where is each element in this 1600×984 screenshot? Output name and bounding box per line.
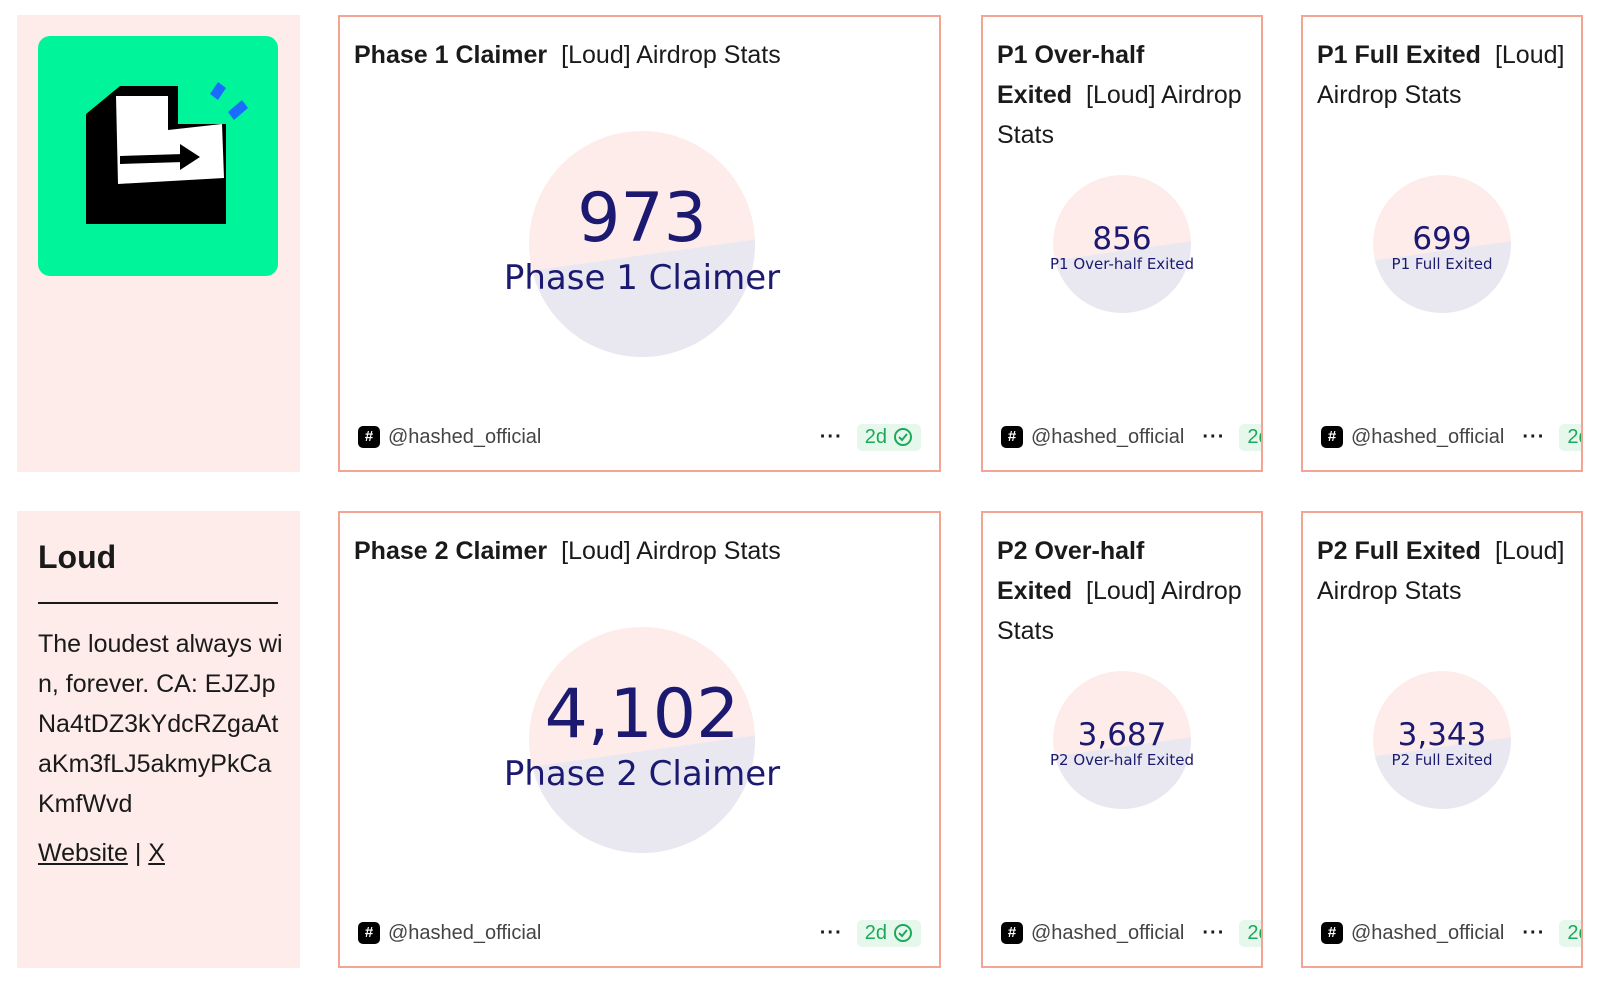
card-title-main: P2 Over-half Exited	[997, 537, 1145, 605]
author-link[interactable]: @hashed_official	[388, 921, 542, 944]
hashed-logo-icon: #	[1321, 426, 1343, 448]
counter-card[interactable]: P1 Over-half Exited [Loud] Airdrop Stats …	[981, 15, 1263, 472]
card-title-sub: [Loud] Airdrop Stats	[997, 81, 1242, 149]
hashed-logo-icon: #	[1001, 922, 1023, 944]
counter-visual: 4,102 Phase 2 Claimer	[504, 627, 780, 853]
card-title: P1 Over-half Exited [Loud] Airdrop Stats	[997, 35, 1251, 155]
card-title: P2 Over-half Exited [Loud] Airdrop Stats	[997, 531, 1251, 651]
counter-label: P2 Over-half Exited	[1050, 751, 1194, 769]
counter-visual: 699 P1 Full Exited	[1373, 175, 1511, 313]
project-description: The loudest always win, forever. CA: EJZ…	[38, 630, 283, 818]
counter-label: P2 Full Exited	[1391, 751, 1493, 769]
card-title-sub: [Loud] Airdrop Stats	[1317, 41, 1565, 109]
counter-value: 973	[577, 179, 707, 258]
card-title: P2 Full Exited [Loud] Airdrop Stats	[1317, 531, 1571, 611]
age-text: 2d	[1567, 425, 1581, 448]
box-arrow-icon	[38, 36, 278, 276]
counter-value: 3,343	[1397, 717, 1487, 753]
card-title-sub: [Loud] Airdrop Stats	[1317, 537, 1565, 605]
hashed-logo-icon: #	[1321, 922, 1343, 944]
counter-label: Phase 1 Claimer	[503, 258, 781, 298]
age-badge[interactable]: 2d	[1239, 919, 1261, 947]
counter-label: P1 Full Exited	[1391, 255, 1493, 273]
counter-value: 856	[1092, 221, 1152, 257]
age-text: 2d	[864, 425, 887, 448]
counter-card[interactable]: Phase 1 Claimer [Loud] Airdrop Stats 973 …	[338, 15, 941, 472]
age-badge[interactable]: 2d	[1559, 423, 1581, 451]
age-badge[interactable]: 2d	[1559, 919, 1581, 947]
project-info-panel: Loud The loudest always win, forever. CA…	[17, 511, 300, 968]
card-footer: # @hashed_official ··· 2d	[1001, 422, 1261, 452]
card-title-sub: [Loud] Airdrop Stats	[997, 577, 1242, 645]
card-title-sub: [Loud] Airdrop Stats	[561, 537, 781, 565]
counter-label: Phase 2 Claimer	[503, 754, 781, 794]
card-title-main: P2 Full Exited	[1317, 537, 1481, 565]
project-name: Loud	[38, 539, 117, 575]
project-links: Website | X	[38, 839, 165, 868]
author-link[interactable]: @hashed_official	[1031, 425, 1185, 448]
link-separator: |	[134, 839, 142, 867]
card-footer: # @hashed_official ··· 2d	[1001, 918, 1261, 948]
more-dots-icon[interactable]: ···	[1202, 425, 1226, 448]
counter-value: 699	[1412, 221, 1472, 257]
hashed-logo-icon: #	[358, 426, 380, 448]
author-link[interactable]: @hashed_official	[388, 425, 542, 448]
age-text: 2d	[1247, 921, 1261, 944]
card-title-sub: [Loud] Airdrop Stats	[561, 41, 781, 69]
counter-card[interactable]: Phase 2 Claimer [Loud] Airdrop Stats 4,10…	[338, 511, 941, 968]
age-badge[interactable]: 2d	[856, 919, 921, 947]
counter-card[interactable]: P2 Full Exited [Loud] Airdrop Stats 3,343…	[1301, 511, 1583, 968]
age-badge[interactable]: 2d	[1239, 423, 1261, 451]
counter-value: 3,687	[1077, 717, 1167, 753]
card-title-main: P1 Over-half Exited	[997, 41, 1145, 109]
card-title-main: Phase 2 Claimer	[354, 537, 548, 565]
age-text: 2d	[864, 921, 887, 944]
verified-check-icon	[894, 428, 912, 446]
more-dots-icon[interactable]: ···	[819, 921, 843, 944]
verified-check-icon	[894, 924, 912, 942]
age-text: 2d	[1567, 921, 1581, 944]
counter-label: P1 Over-half Exited	[1050, 255, 1194, 273]
age-text: 2d	[1247, 425, 1261, 448]
counter-visual: 856 P1 Over-half Exited	[1050, 175, 1194, 313]
card-footer: # @hashed_official ··· 2d	[1321, 918, 1581, 948]
more-dots-icon[interactable]: ···	[1522, 921, 1546, 944]
card-footer: # @hashed_official ··· 2d	[358, 422, 921, 452]
author-link[interactable]: @hashed_official	[1351, 921, 1505, 944]
hashed-logo-icon: #	[358, 922, 380, 944]
counter-card[interactable]: P1 Full Exited [Loud] Airdrop Stats 699 P…	[1301, 15, 1583, 472]
card-title: Phase 1 Claimer [Loud] Airdrop Stats	[354, 35, 929, 75]
website-link[interactable]: Website	[38, 839, 128, 867]
counter-value: 4,102	[544, 675, 740, 754]
more-dots-icon[interactable]: ···	[1522, 425, 1546, 448]
more-dots-icon[interactable]: ···	[819, 425, 843, 448]
counter-visual: 973 Phase 1 Claimer	[504, 131, 780, 357]
x-link[interactable]: X	[148, 839, 165, 867]
author-link[interactable]: @hashed_official	[1031, 921, 1185, 944]
project-logo-panel	[17, 15, 300, 472]
card-title-main: P1 Full Exited	[1317, 41, 1481, 69]
counter-visual: 3,343 P2 Full Exited	[1373, 671, 1511, 809]
more-dots-icon[interactable]: ···	[1202, 921, 1226, 944]
card-footer: # @hashed_official ··· 2d	[1321, 422, 1581, 452]
author-link[interactable]: @hashed_official	[1351, 425, 1505, 448]
hashed-logo-icon: #	[1001, 426, 1023, 448]
card-title: Phase 2 Claimer [Loud] Airdrop Stats	[354, 531, 929, 571]
age-badge[interactable]: 2d	[856, 423, 921, 451]
card-title-main: Phase 1 Claimer	[354, 41, 548, 69]
divider	[38, 602, 278, 604]
counter-visual: 3,687 P2 Over-half Exited	[1050, 671, 1194, 809]
card-title: P1 Full Exited [Loud] Airdrop Stats	[1317, 35, 1571, 115]
card-footer: # @hashed_official ··· 2d	[358, 918, 921, 948]
counter-card[interactable]: P2 Over-half Exited [Loud] Airdrop Stats …	[981, 511, 1263, 968]
